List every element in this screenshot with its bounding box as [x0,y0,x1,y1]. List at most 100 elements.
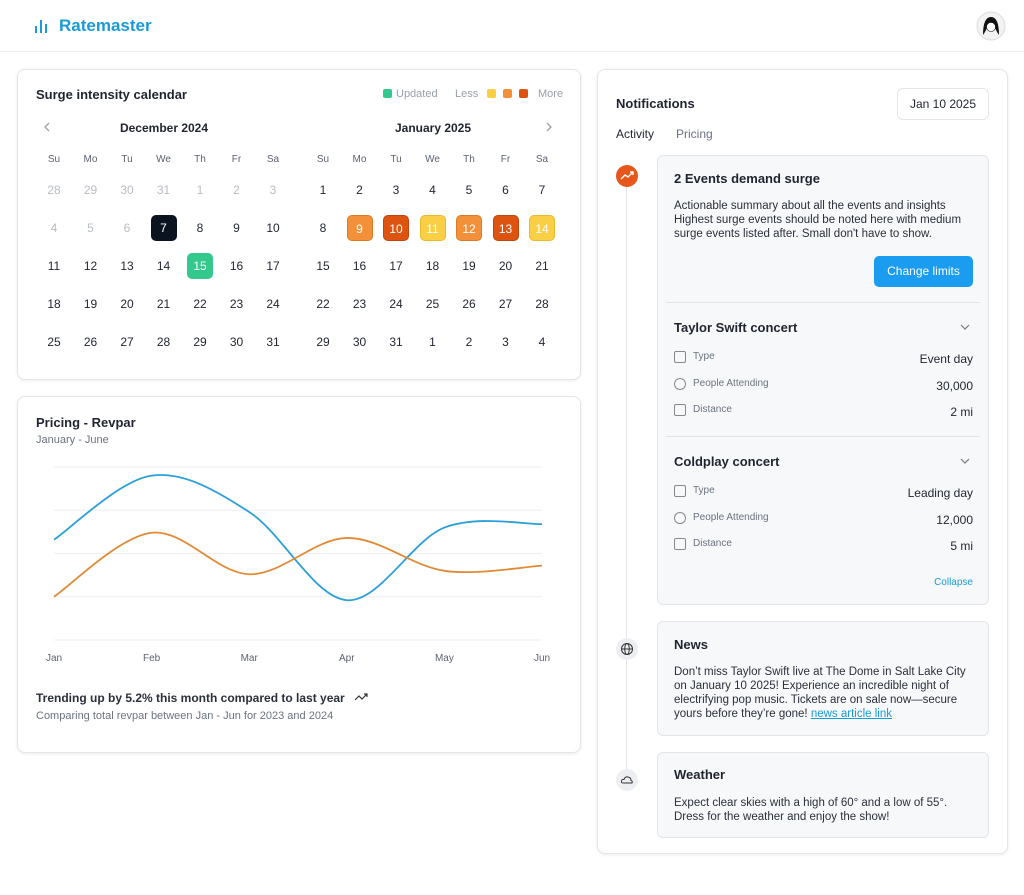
day-cell[interactable]: 1 [319,183,327,197]
day-cell[interactable]: 4 [50,221,58,235]
x-tick-label: Jan [46,653,62,664]
day-cell[interactable]: 15 [187,253,213,279]
timeline [626,186,627,771]
date-button[interactable]: Jan 10 2025 [897,88,989,120]
chart-subtitle: January - June [36,434,109,446]
prev-month[interactable] [37,117,57,137]
event-name[interactable]: Coldplay concert [674,454,780,469]
day-cell[interactable]: 5 [465,183,473,197]
brand[interactable]: Ratemaster [59,16,152,35]
day-cell[interactable]: 8 [319,221,327,235]
day-cell[interactable]: 10 [266,221,280,235]
day-cell[interactable]: 15 [316,259,330,273]
day-cell[interactable]: 16 [352,259,367,273]
day-cell[interactable]: 11 [419,215,446,241]
weather-title: Weather [674,767,726,782]
day-cell[interactable]: 3 [502,335,509,349]
weekday: Su [47,154,61,165]
day-cell[interactable]: 14 [529,215,555,241]
day-cell[interactable]: 16 [229,259,244,273]
day-cell[interactable]: 4 [538,335,546,349]
collapse-link[interactable]: Collapse [934,577,973,588]
day-cell[interactable]: 25 [47,335,61,349]
day-cell[interactable]: 18 [425,259,440,273]
chevron[interactable] [958,320,972,334]
day-cell[interactable]: 31 [389,335,403,349]
day-cell[interactable]: 14 [156,259,171,273]
day-cell[interactable]: 3 [392,183,400,197]
trend-text: Trending up by 5.2% this month compared … [36,691,370,705]
day-cell[interactable]: 21 [535,259,549,273]
day-cell[interactable]: 29 [193,335,207,349]
tab-pricing[interactable]: Pricing [676,127,713,141]
chevron[interactable] [958,454,972,468]
next-month[interactable] [539,117,559,137]
day-cell[interactable]: 6 [502,183,509,197]
day-cell[interactable]: 13 [492,215,519,241]
day-cell[interactable]: 29 [316,335,330,349]
day-cell[interactable]: 31 [266,335,280,349]
day-cell[interactable]: 23 [352,297,367,311]
trend: Trending up by 5.2% this month compared … [36,691,345,705]
day-cell[interactable]: 30 [120,183,134,197]
tab-activity[interactable]: Activity [616,127,655,141]
day-cell[interactable]: 29 [83,183,98,197]
day-cell[interactable]: 18 [47,297,61,311]
row-value: 2 mi [950,405,973,419]
weekday: We [156,154,171,165]
day-cell[interactable]: 23 [229,297,244,311]
day-cell[interactable]: 24 [389,297,403,311]
day-cell[interactable]: 17 [266,259,280,273]
day-cell[interactable]: 2 [465,335,473,349]
day-cell[interactable]: 22 [193,297,207,311]
news-link[interactable]: news article link [810,708,892,720]
news-panel [657,621,989,736]
day-cell[interactable]: 30 [352,335,367,349]
day-cell[interactable]: 3 [269,183,277,197]
day-cell[interactable]: 8 [196,221,204,235]
day-cell[interactable]: 24 [266,297,280,311]
day-cell[interactable]: 20 [498,259,513,273]
day-cell[interactable]: 30 [229,335,244,349]
day-cell[interactable]: 31 [156,183,171,197]
day-cell[interactable]: 25 [425,297,440,311]
day-cell[interactable]: 19 [462,259,476,273]
day-cell[interactable]: 5 [87,221,94,235]
day-cell[interactable]: 2 [356,183,363,197]
day-cell[interactable]: 28 [535,297,549,311]
day-cell[interactable]: 17 [389,259,403,273]
avatar[interactable] [976,11,1006,41]
row-value: 5 mi [950,539,973,553]
day-cell[interactable]: 9 [233,221,240,235]
weekday: Th [463,154,475,165]
weather-panel [657,752,989,838]
day-cell[interactable]: 21 [156,297,171,311]
day-cell[interactable]: 19 [83,297,98,311]
day-cell[interactable]: 27 [120,335,134,349]
day-cell[interactable]: 7 [538,183,546,197]
day-cell[interactable]: 28 [156,335,171,349]
day-cell[interactable]: 10 [383,215,409,241]
day-cell[interactable]: 4 [429,183,436,197]
change-limits-button[interactable]: Change limits [874,256,973,287]
day-cell[interactable]: 28 [47,183,61,197]
day-cell[interactable]: 1 [429,335,436,349]
day-cell[interactable]: 26 [462,297,476,311]
day-cell[interactable]: 6 [123,221,131,235]
day-cell[interactable]: 12 [83,259,98,273]
row-icon [674,485,686,497]
day-cell[interactable]: 13 [120,259,134,273]
day-cell[interactable]: 9 [346,215,373,241]
day-cell[interactable]: 22 [316,297,330,311]
day-cell[interactable]: 12 [456,215,482,241]
logo-icon [35,20,47,33]
day-cell[interactable]: 7 [150,215,177,241]
event-name[interactable]: Taylor Swift concert [674,320,798,335]
day-cell[interactable]: 27 [498,297,513,311]
day-cell[interactable]: 2 [233,183,240,197]
day-cell[interactable]: 11 [47,259,61,273]
day-cell[interactable]: 20 [120,297,134,311]
day-cell[interactable]: 1 [196,183,204,197]
day-cell[interactable]: 26 [83,335,98,349]
